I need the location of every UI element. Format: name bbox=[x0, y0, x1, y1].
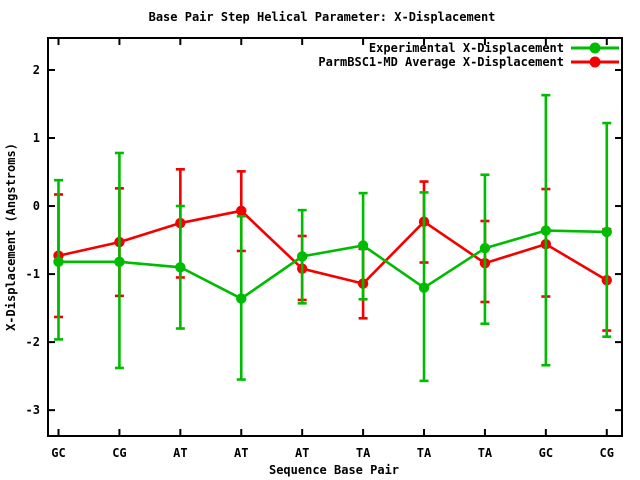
series-line bbox=[58, 229, 607, 301]
x-tick-label: TA bbox=[356, 446, 371, 460]
y-tick-label: -2 bbox=[26, 335, 40, 349]
x-tick-label: CG bbox=[600, 446, 614, 460]
data-point bbox=[357, 240, 369, 251]
data-point bbox=[479, 243, 491, 254]
x-tick-label: GC bbox=[51, 446, 65, 460]
x-tick-label: TA bbox=[417, 446, 432, 460]
legend-label-experimental: Experimental X-Displacement bbox=[368, 41, 564, 55]
data-point bbox=[601, 226, 612, 238]
y-tick-label: -3 bbox=[26, 403, 40, 417]
x-tick-label: CG bbox=[112, 446, 126, 460]
x-axis-label: Sequence Base Pair bbox=[268, 463, 400, 477]
y-tick-label: 2 bbox=[33, 63, 40, 77]
plot-frame bbox=[47, 37, 623, 437]
data-point bbox=[540, 225, 552, 236]
data-point bbox=[418, 282, 430, 293]
plot-title: Base Pair Step Helical Parameter: X-Disp… bbox=[148, 10, 496, 24]
data-point bbox=[53, 256, 64, 268]
x-tick-label: AT bbox=[173, 446, 187, 460]
x-tick-label: AT bbox=[234, 446, 248, 460]
data-point bbox=[236, 293, 247, 304]
data-point bbox=[296, 251, 308, 262]
y-tick-label: -1 bbox=[26, 267, 40, 281]
legend-sample-parmbsc1-md-marker bbox=[589, 56, 601, 68]
x-tick-label: GC bbox=[539, 446, 553, 460]
data-point bbox=[114, 256, 125, 268]
series-line bbox=[58, 209, 608, 286]
data-point bbox=[175, 262, 186, 273]
y-tick-label: 0 bbox=[33, 199, 40, 213]
y-axis-label: X-Displacement (Angstroms) bbox=[4, 143, 18, 331]
x-tick-label: TA bbox=[478, 446, 493, 460]
legend-sample-experimental-marker bbox=[589, 42, 601, 54]
y-tick-label: 1 bbox=[33, 131, 40, 145]
data-point bbox=[236, 205, 247, 217]
legend-label-parmbsc1-md: ParmBSC1-MD Average X-Displacement bbox=[318, 55, 564, 69]
x-tick-label: AT bbox=[295, 446, 309, 460]
